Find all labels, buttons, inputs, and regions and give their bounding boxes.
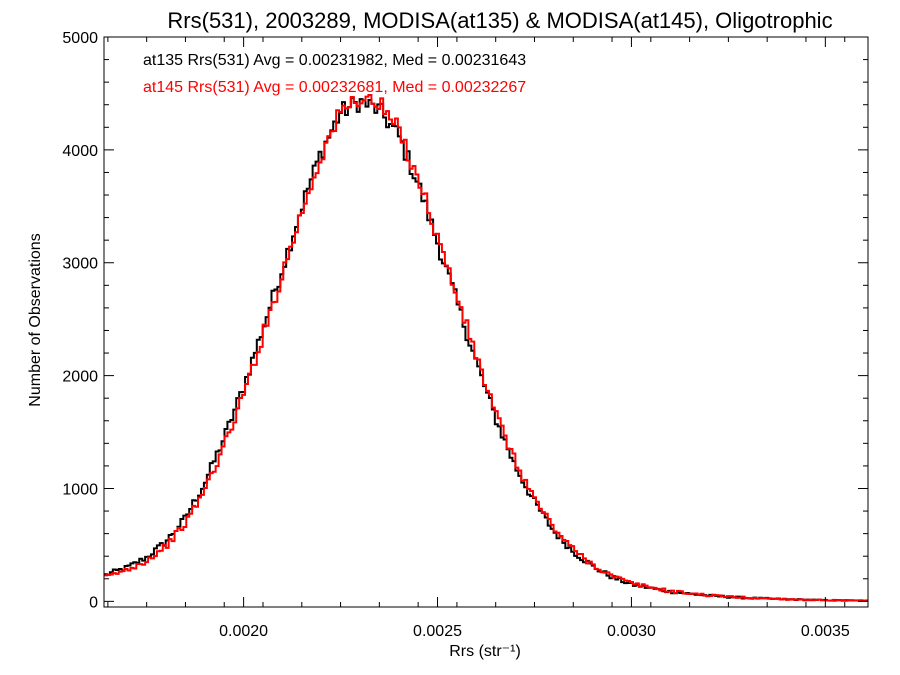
chart-title: Rrs(531), 2003289, MODISA(at135) & MODIS…: [167, 8, 832, 33]
y-axis-label: Number of Observations: [27, 233, 44, 406]
plot-frame: [103, 36, 869, 608]
series-line-1: [104, 96, 868, 602]
x-tick-label-0: 0.0020: [219, 623, 268, 640]
y-tick-label-0: 0: [89, 594, 98, 611]
y-tick-label-1: 1000: [62, 481, 98, 498]
y-tick-label-2: 2000: [62, 369, 98, 386]
x-axis-label: Rrs (str⁻¹): [449, 643, 521, 660]
x-tick-label-3: 0.0035: [801, 623, 850, 640]
x-tick-label-2: 0.0030: [607, 623, 656, 640]
y-tick-label-3: 3000: [62, 256, 98, 273]
series-line-2: [104, 94, 868, 602]
annotation-at145: at145 Rrs(531) Avg = 0.00232681, Med = 0…: [143, 79, 526, 96]
y-tick-label-4: 4000: [62, 143, 98, 160]
y-tick-label-5: 5000: [62, 30, 98, 47]
annotation-at135: at135 Rrs(531) Avg = 0.00231982, Med = 0…: [143, 52, 526, 69]
x-tick-label-1: 0.0025: [413, 623, 462, 640]
